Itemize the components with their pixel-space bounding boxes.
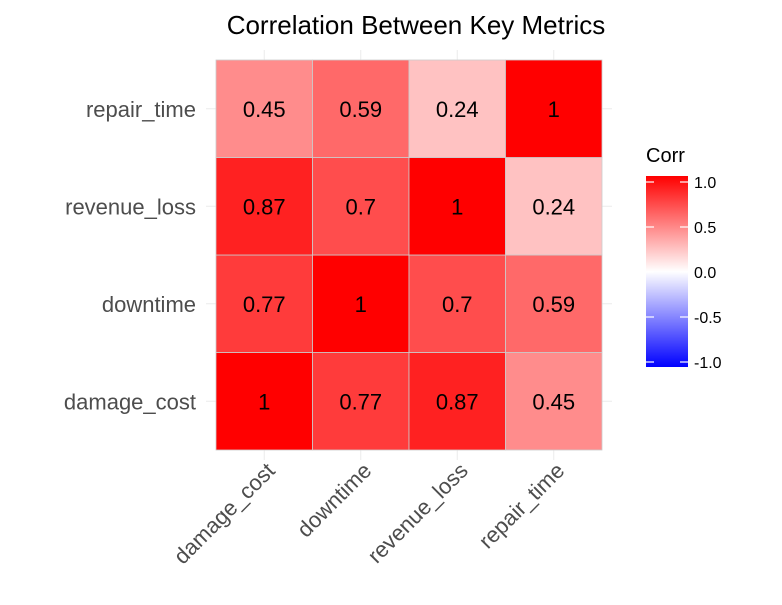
cell-value-label: 0.7 [442,292,473,317]
heatmap-cell-revenue_loss-repair_time [505,157,603,256]
cell-value-label: 1 [451,194,463,219]
heatmap-cell-repair_time-damage_cost [215,59,313,158]
cell-value-label: 0.87 [243,194,286,219]
cell-value-label: 0.77 [339,389,382,414]
legend-tick-label: 0.0 [694,265,716,282]
heatmap-cell-downtime-repair_time [505,254,603,353]
x-tick-label: repair_time [474,458,569,553]
cell-value-label: 0.45 [532,389,575,414]
heatmap-cells [215,59,603,451]
cell-value-label: 0.7 [345,194,376,219]
heatmap-cell-revenue_loss-damage_cost [215,157,313,256]
heatmap-cell-repair_time-repair_time [505,59,603,158]
heatmap-cell-damage_cost-revenue_loss [408,352,506,451]
cell-labels: 1 0.77 0.87 0.45 0.77 1 0.7 0.59 0.87 0.7 1 0.24 0.4… [243,97,575,415]
legend-ticks: 1.0 0.5 0.0 -0.5 -1.0 [646,175,722,372]
heatmap-cell-repair_time-downtime [312,59,410,158]
y-axis-tick-labels: damage_cost downtime revenue_loss repair_ti… [64,97,196,415]
chart-title: Correlation Between Key Metrics [227,10,606,40]
cell-value-label: 0.77 [243,292,286,317]
cell-value-label: 1 [355,292,367,317]
heatmap-cell-revenue_loss-revenue_loss [408,157,506,256]
cell-value-label: 0.45 [243,97,286,122]
heatmap-cell-damage_cost-repair_time [505,352,603,451]
x-tick-label: damage_cost [169,458,280,569]
x-tick-label: revenue_loss [363,458,473,568]
x-tick-label: downtime [292,458,376,542]
y-tick-label: repair_time [86,97,196,122]
heatmap-cell-damage_cost-damage_cost [215,352,313,451]
cell-value-label: 0.24 [436,97,479,122]
legend-tick-label: 1.0 [694,175,716,192]
cell-value-label: 1 [258,389,270,414]
heatmap-cell-repair_time-revenue_loss [408,59,506,158]
heatmap-cell-damage_cost-downtime [312,352,410,451]
cell-value-label: 1 [548,97,560,122]
cell-value-label: 0.59 [339,97,382,122]
y-tick-label: downtime [102,292,196,317]
color-legend: Corr 1.0 0.5 0.0 -0.5 -1.0 [646,145,722,372]
cell-value-label: 0.87 [436,389,479,414]
legend-tick-label: 0.5 [694,220,716,237]
cell-value-label: 0.24 [532,194,575,219]
legend-tick-label: -0.5 [694,310,722,327]
legend-title: Corr [646,145,685,167]
y-tick-label: revenue_loss [65,194,196,219]
legend-tick-label: -1.0 [694,355,722,372]
cell-value-label: 0.59 [532,292,575,317]
y-tick-label: damage_cost [64,389,196,414]
heatmap-cell-downtime-downtime [312,254,410,353]
